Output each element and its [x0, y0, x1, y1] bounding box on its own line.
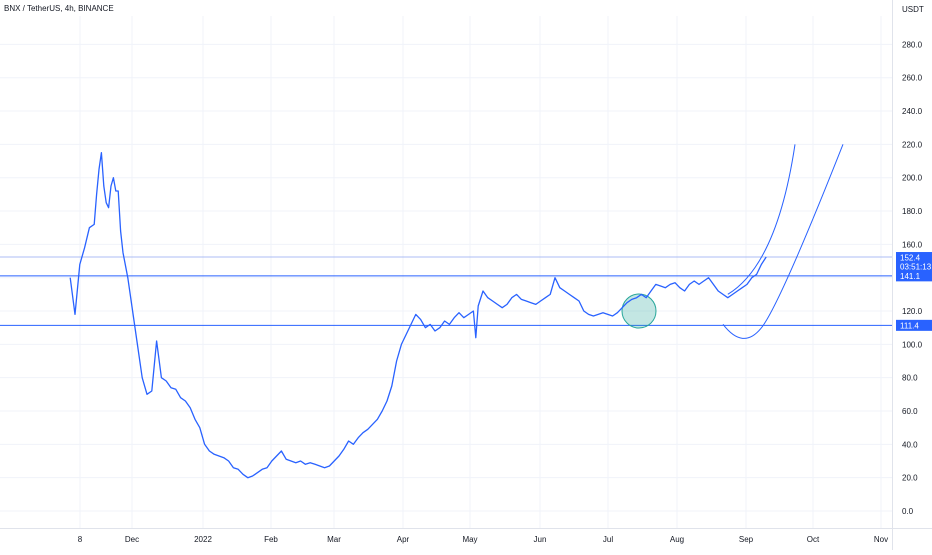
y-tick-label: 40.0: [902, 440, 918, 449]
x-tick-label: Mar: [327, 535, 341, 544]
y-tick-label: 120.0: [902, 307, 923, 316]
y-tick-label: 240.0: [902, 107, 923, 116]
price-series-line: [69, 152, 767, 479]
x-tick-label: May: [462, 535, 477, 544]
currency-label: USDT: [902, 5, 924, 14]
x-tick-label: 8: [78, 535, 83, 544]
y-tick-label: 220.0: [902, 140, 923, 149]
x-tick-label: Sep: [739, 535, 754, 544]
y-tick-label: 200.0: [902, 174, 923, 183]
y-tick-label: 280.0: [902, 40, 923, 49]
highlight-circle: [621, 293, 657, 329]
y-tick-label: 160.0: [902, 240, 923, 249]
price-tag: [896, 270, 932, 282]
x-tick-label: Apr: [397, 535, 410, 544]
price-tag-countdown: 03:51:13: [900, 263, 932, 272]
price-tag-label: 141.1: [900, 272, 921, 281]
price-tag-label: 152.4: [900, 254, 921, 263]
chart-title: BNX / TetherUS, 4h, BINANCE: [4, 4, 114, 13]
price-tag: [896, 252, 932, 273]
y-tick-label: 80.0: [902, 374, 918, 383]
y-tick-label: 260.0: [902, 74, 923, 83]
y-tick-label: 180.0: [902, 207, 923, 216]
x-tick-label: Jun: [534, 535, 547, 544]
x-tick-label: 2022: [194, 535, 212, 544]
x-tick-label: Aug: [670, 535, 684, 544]
price-tag: [896, 319, 932, 331]
price-tag-label: 111.4: [900, 321, 919, 330]
projection-curve-lower: [722, 144, 844, 339]
x-tick-label: Nov: [874, 535, 888, 544]
projection-curve-upper: [727, 144, 796, 295]
x-tick-label: Jul: [603, 535, 613, 544]
y-tick-label: 20.0: [902, 474, 918, 483]
x-tick-label: Oct: [807, 535, 820, 544]
y-tick-label: 100.0: [902, 340, 923, 349]
x-tick-label: Feb: [264, 535, 278, 544]
x-tick-label: Dec: [125, 535, 139, 544]
y-tick-label: 60.0: [902, 407, 918, 416]
y-tick-label: 0.0: [902, 507, 914, 516]
